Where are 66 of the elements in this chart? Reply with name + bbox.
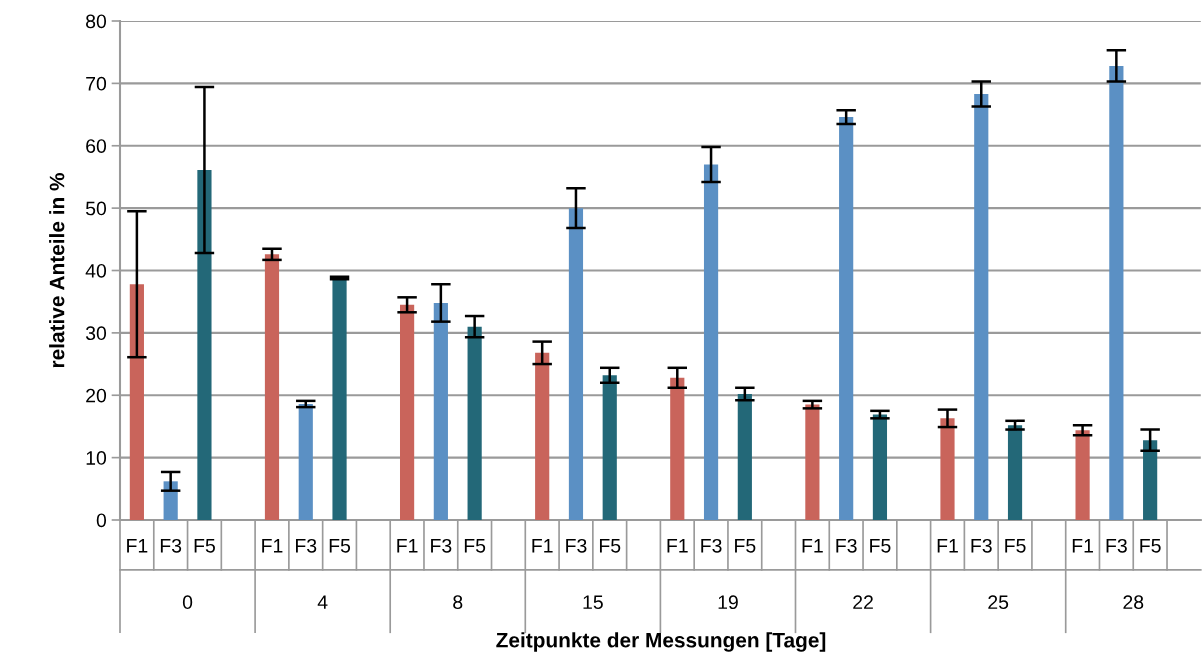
y-tick-label: 0 [96,513,107,528]
text: F5 [1005,539,1026,553]
y-tick-label: 10 [86,451,107,465]
text: F5 [735,539,756,553]
text: F5 [870,539,891,553]
text: F1 [127,539,148,553]
bar [974,93,989,520]
bar [670,377,685,520]
bar [399,304,415,520]
text: F5 [464,539,486,553]
x-tick-label: 22 [853,595,873,609]
y-tick-label: 80 [86,14,107,29]
bar [737,394,752,520]
y-tick-label: 50 [85,201,107,216]
bar [197,170,212,520]
bar [535,352,550,520]
bar [1075,430,1090,520]
x-tick-label: 25 [988,595,1009,610]
text: F1 [532,539,553,553]
series-label: F1 [262,539,283,553]
text: F5 [329,539,351,553]
bar [467,326,482,520]
text: F3 [1106,538,1127,553]
x-tick-label: 28 [1123,595,1144,610]
bar [1143,440,1158,520]
text: F3 [296,538,317,553]
text: F5 [599,539,621,553]
y-axis-title: relative Anteile in % [49,173,65,368]
bar [940,418,955,520]
bar [298,403,313,520]
y-tick-label: 70 [86,76,107,91]
series-label: F3 [431,538,452,553]
bar [602,375,617,520]
x-tick-label: 0 [182,595,193,610]
series-label: F5 [1140,539,1161,553]
text: F1 [1072,539,1093,553]
bar [332,277,347,520]
bar [805,404,820,520]
y-tick-label: 60 [86,139,107,153]
x-tick-label: 19 [718,595,738,610]
bar [433,302,448,520]
text: F3 [836,538,857,553]
text: F3 [566,538,587,553]
text: F1 [397,539,418,553]
x-tick-label: 15 [583,595,603,610]
x-tick-label: 4 [317,595,328,609]
text: F3 [971,538,992,553]
text: F3 [160,538,182,553]
bar [264,254,280,520]
text: F1 [667,539,688,553]
bar [703,164,719,520]
y-tick-label: 30 [85,326,107,341]
x-axis-title: Zeitpunkte der Messungen [Tage] [496,632,826,652]
bar [129,284,144,520]
text: F3 [701,538,722,553]
bar [1007,425,1023,520]
text: F1 [937,539,958,553]
bar [872,414,888,520]
bar [568,208,584,520]
bar [1109,65,1124,520]
y-tick-label: 20 [86,388,107,403]
bar [839,117,854,520]
y-tick-label: 40 [85,263,107,278]
text: F1 [802,539,823,553]
x-tick-label: 8 [453,595,463,610]
text: F5 [194,539,215,553]
